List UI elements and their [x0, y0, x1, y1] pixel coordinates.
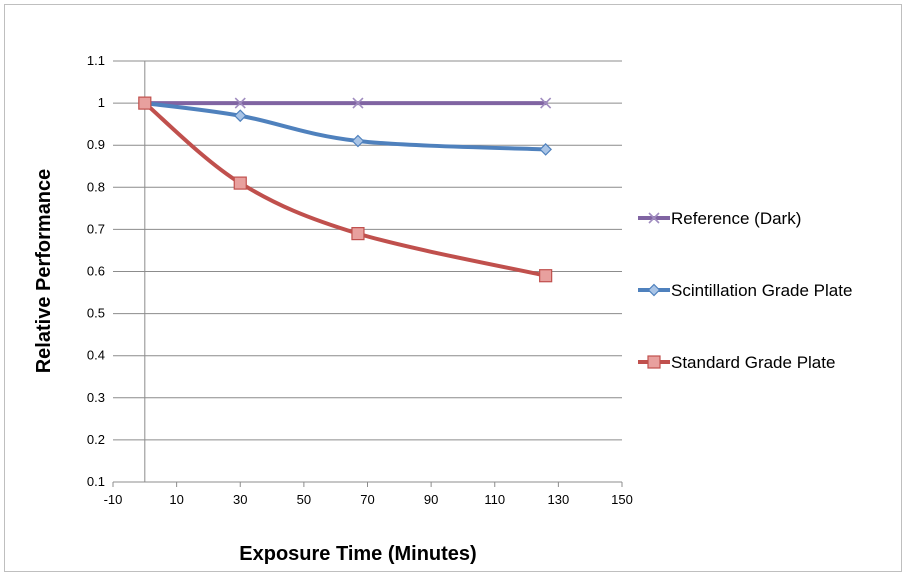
data-point	[138, 96, 152, 110]
data-point	[352, 97, 364, 109]
y-tick-label: 0.7	[87, 221, 105, 236]
legend-marker	[647, 355, 661, 369]
data-point	[539, 143, 552, 156]
legend-entry: Standard Grade Plate	[638, 353, 835, 372]
y-axis-title: Relative Performance	[33, 169, 55, 374]
legend: Reference (Dark) Scintillation Grade Plat…	[638, 209, 852, 372]
legend-marker	[647, 283, 661, 297]
legend-marker	[648, 212, 660, 224]
data-point	[233, 176, 247, 190]
y-tick-label: 0.8	[87, 179, 105, 194]
data-point	[234, 97, 246, 109]
data-point	[540, 97, 552, 109]
series-1	[138, 96, 552, 156]
y-tick-label: 0.3	[87, 390, 105, 405]
y-tick-label: 1	[98, 95, 105, 110]
tick-labels: 0.1 0.2 0.3 0.4 0.5 0.6 0.7 0.8 0.9 1 1.1 -10 10 30 50…	[87, 53, 633, 507]
series-0	[139, 97, 552, 109]
series-line	[142, 101, 548, 152]
series	[138, 96, 553, 283]
x-tick-label: 10	[169, 492, 183, 507]
data-point	[351, 227, 365, 241]
series-line	[142, 101, 548, 278]
legend-label: Standard Grade Plate	[671, 353, 835, 372]
legend-label: Scintillation Grade Plate	[671, 281, 852, 300]
x-tick-label: 150	[611, 492, 633, 507]
legend-entry: Scintillation Grade Plate	[638, 281, 852, 300]
x-tick-label: 90	[424, 492, 438, 507]
y-tick-label: 0.1	[87, 474, 105, 489]
data-point	[351, 134, 365, 148]
y-tick-label: 0.9	[87, 137, 105, 152]
x-tick-label: 50	[297, 492, 311, 507]
chart-area	[4, 4, 902, 572]
y-tick-label: 0.4	[87, 348, 105, 363]
y-tick-label: 0.5	[87, 306, 105, 321]
data-point	[233, 109, 247, 123]
series-2	[138, 96, 553, 283]
x-axis-title: Exposure Time (Minutes)	[239, 543, 476, 565]
legend-entry: Reference (Dark)	[638, 209, 801, 228]
x-tick-label: 130	[548, 492, 570, 507]
x-tick-label: 30	[233, 492, 247, 507]
legend-label: Reference (Dark)	[671, 209, 801, 228]
y-tick-label: 0.6	[87, 264, 105, 279]
x-tick-label: -10	[104, 492, 123, 507]
y-tick-label: 1.1	[87, 53, 105, 68]
x-tick-label: 70	[360, 492, 374, 507]
data-point	[539, 269, 553, 283]
axes	[112, 61, 623, 487]
x-tick-label: 110	[484, 492, 505, 507]
y-tick-label: 0.2	[87, 432, 105, 447]
